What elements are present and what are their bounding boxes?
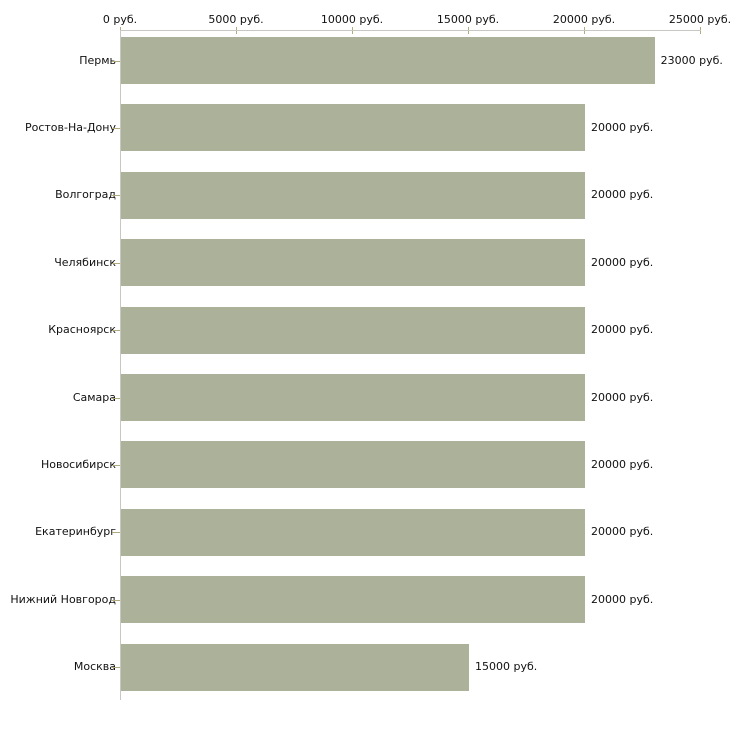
value-label: 20000 руб. xyxy=(591,525,654,539)
y-tick-mark xyxy=(112,330,120,331)
x-tick-label: 10000 руб. xyxy=(320,13,384,26)
bar xyxy=(121,508,585,556)
x-tick-label: 15000 руб. xyxy=(436,13,500,26)
category-label: Новосибирск xyxy=(40,457,116,471)
bar xyxy=(121,576,585,624)
bar xyxy=(121,239,585,287)
category-label: Красноярск xyxy=(48,323,116,337)
y-tick-mark xyxy=(112,61,120,62)
y-tick-mark xyxy=(112,263,120,264)
value-label: 20000 руб. xyxy=(591,255,654,269)
bar xyxy=(121,306,585,354)
y-tick-mark xyxy=(112,128,120,129)
value-label: 20000 руб. xyxy=(591,120,654,134)
value-label: 20000 руб. xyxy=(591,592,654,606)
category-label: Екатеринбург xyxy=(35,525,116,539)
bar xyxy=(121,374,585,421)
x-tick-label: 5000 руб. xyxy=(208,13,264,26)
y-tick-mark xyxy=(112,465,120,466)
value-label: 20000 руб. xyxy=(591,188,654,202)
y-tick-mark xyxy=(112,398,120,399)
bar xyxy=(121,171,585,219)
bar xyxy=(121,37,655,84)
value-label: 15000 руб. xyxy=(475,660,538,674)
value-label: 20000 руб. xyxy=(591,323,654,337)
bar xyxy=(121,441,585,489)
x-tick-label: 0 руб. xyxy=(102,13,138,26)
value-label: 23000 руб. xyxy=(660,53,723,67)
x-axis-line xyxy=(120,30,701,31)
y-axis-line xyxy=(120,30,121,700)
x-tick-label: 25000 руб. xyxy=(668,13,730,26)
bar xyxy=(121,643,469,691)
category-label: Пермь xyxy=(79,53,116,67)
y-tick-mark xyxy=(112,667,120,668)
value-label: 20000 руб. xyxy=(591,457,654,471)
y-tick-mark xyxy=(112,195,120,196)
x-tick-label: 20000 руб. xyxy=(552,13,616,26)
y-tick-mark xyxy=(112,532,120,533)
category-label: Челябинск xyxy=(54,255,116,269)
bar xyxy=(121,104,585,152)
category-label: Волгоград xyxy=(55,188,116,202)
category-label: Москва xyxy=(73,660,116,674)
category-label: Ростов-На-Дону xyxy=(24,120,116,134)
category-label: Нижний Новгород xyxy=(10,592,116,606)
value-label: 20000 руб. xyxy=(591,390,654,404)
y-tick-mark xyxy=(112,600,120,601)
category-label: Самара xyxy=(72,390,116,404)
